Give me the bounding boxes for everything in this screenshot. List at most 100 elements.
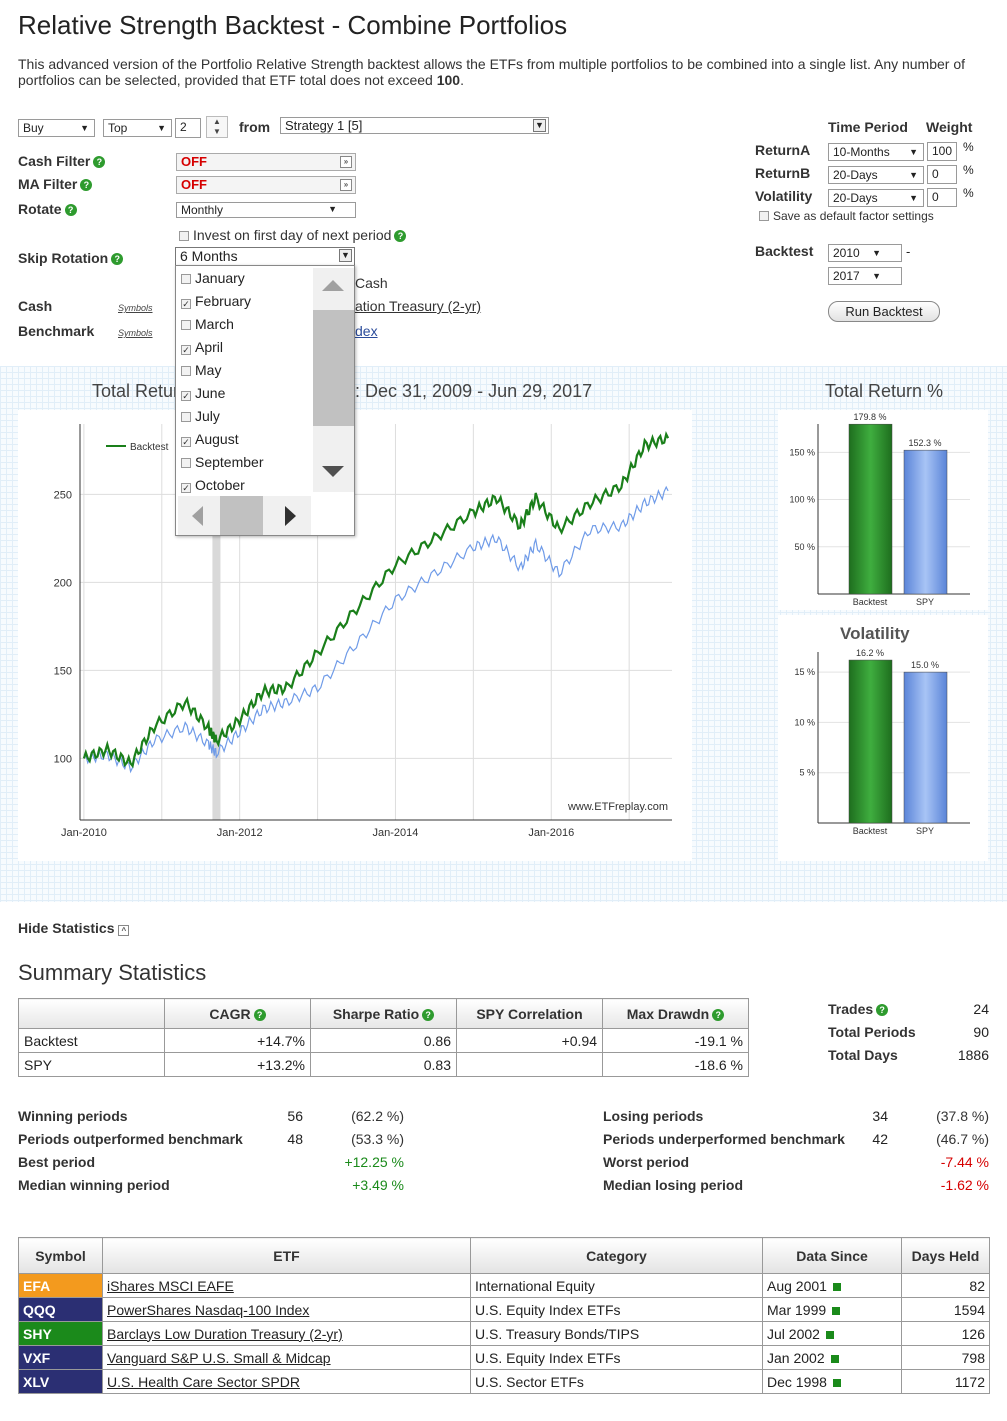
help-icon[interactable]: ?: [93, 156, 106, 168]
portfolio-select[interactable]: Strategy 1 [5] ▼: [280, 117, 549, 134]
etf-link[interactable]: Barclays Low Duration Treasury (2-yr): [107, 1325, 343, 1342]
month-option[interactable]: ✓ June: [181, 385, 226, 401]
skip-rotation-dropdown[interactable]: January ✓ February March ✓ April May ✓ June July ✓…: [175, 265, 355, 536]
table-cell: +13.2%: [164, 1052, 311, 1077]
checkbox-icon[interactable]: [181, 320, 191, 330]
scroll-up-icon[interactable]: [322, 280, 344, 291]
benchmark-link[interactable]: dex: [355, 323, 378, 339]
table-row: QQQ PowerShares Nasdaq-100 Index U.S. Equi…: [18, 1297, 990, 1322]
data-since-cell: Dec 1998: [762, 1369, 902, 1394]
period-stat-pct: -7.44 %: [940, 1154, 989, 1170]
table-cell: -19.1 %: [602, 1028, 749, 1053]
skip-rotation-label: Skip Rotation?: [18, 250, 124, 266]
checkbox-icon[interactable]: [181, 458, 191, 468]
checkbox-checked-icon[interactable]: ✓: [181, 483, 191, 493]
main-chart-title-left: Total Retur: [92, 381, 180, 401]
save-default-checkbox[interactable]: Save as default factor settings: [759, 209, 934, 223]
collapse-icon[interactable]: ^: [118, 925, 130, 936]
checkbox-checked-icon[interactable]: ✓: [181, 345, 191, 355]
checkbox-icon[interactable]: [181, 366, 191, 376]
run-backtest-button[interactable]: Run Backtest: [828, 301, 940, 322]
month-option[interactable]: ✓ February: [181, 293, 252, 309]
table-cell: Backtest: [18, 1028, 165, 1053]
help-icon[interactable]: ?: [64, 204, 77, 216]
cash-symbols-link[interactable]: Symbols: [118, 303, 153, 313]
factor-weight-input[interactable]: 0: [927, 188, 957, 207]
month-option[interactable]: March: [181, 316, 234, 332]
hide-statistics-toggle[interactable]: Hide Statistics ^: [18, 920, 130, 936]
help-icon[interactable]: ?: [253, 1008, 266, 1021]
checkbox-checked-icon[interactable]: ✓: [181, 437, 191, 447]
invest-first-day-checkbox[interactable]: Invest on first day of next period?: [179, 227, 407, 243]
scroll-left-icon[interactable]: [192, 506, 203, 526]
ma-filter-toggle[interactable]: OFF»: [176, 176, 356, 194]
etf-link[interactable]: PowerShares Nasdaq-100 Index: [107, 1301, 310, 1318]
etf-name-cell: U.S. Health Care Sector SPDR: [102, 1369, 471, 1394]
period-stat-count: 56: [287, 1108, 303, 1124]
factor-label: ReturnA: [755, 142, 811, 158]
scroll-down-icon[interactable]: [322, 466, 344, 477]
horizontal-scrollbar-thumb[interactable]: [220, 496, 263, 535]
table-cell: [456, 1052, 603, 1077]
end-year-select[interactable]: 2017 ▼: [828, 267, 902, 285]
y-tick-label: 5 %: [799, 768, 815, 778]
volatility-bar-chart: 5 % 10 % 15 % 16.2 % Backtest 15.0 % SPY Volat…: [778, 615, 988, 861]
data-label: 179.8 %: [853, 412, 886, 422]
summary-table: CAGR? Sharpe Ratio? SPY Correlation Max Dra…: [18, 998, 749, 1077]
top-select[interactable]: Top ▼: [103, 119, 172, 137]
help-icon[interactable]: ?: [422, 1008, 435, 1021]
checkbox-icon[interactable]: [181, 274, 191, 284]
help-icon[interactable]: ?: [80, 179, 93, 191]
skip-rotation-select[interactable]: 6 Months ▼: [175, 247, 355, 266]
factor-weight-input[interactable]: 0: [927, 165, 957, 184]
etf-link[interactable]: Vanguard S&P U.S. Small & Midcap: [107, 1349, 331, 1366]
symbol-badge: VXF: [18, 1345, 103, 1370]
table-row: Backtest +14.7% 0.86 +0.94 -19.1 %: [18, 1028, 749, 1053]
month-option[interactable]: ✓ October: [181, 477, 245, 493]
month-option[interactable]: ✓ April: [181, 339, 224, 355]
column-header: SPY Correlation: [456, 998, 603, 1029]
y-tick-label: 10 %: [794, 717, 815, 727]
month-option[interactable]: July: [181, 408, 220, 424]
start-year-select[interactable]: 2010 ▼: [828, 244, 902, 262]
rotate-select[interactable]: Monthly ▼: [176, 202, 356, 218]
benchmark-symbols-link[interactable]: Symbols: [118, 328, 153, 338]
month-option[interactable]: January: [181, 270, 245, 286]
scroll-right-icon[interactable]: [285, 506, 296, 526]
factor-period-select[interactable]: 20-Days ▼: [828, 166, 924, 184]
cash-filter-toggle[interactable]: OFF»: [176, 153, 356, 171]
data-since-cell: Aug 2001: [762, 1273, 902, 1298]
checkbox-checked-icon[interactable]: ✓: [181, 299, 191, 309]
period-stat-count: 34: [872, 1108, 888, 1124]
etf-table: Symbol ETF Category Data Since Days Held EFA…: [18, 1237, 990, 1394]
table-cell: 0.83: [310, 1052, 457, 1077]
cash-etf-link[interactable]: ation Treasury (2-yr): [355, 298, 482, 314]
checkbox-icon[interactable]: [181, 412, 191, 422]
factor-period-select[interactable]: 20-Days ▼: [828, 189, 924, 207]
factor-period-select[interactable]: 10-Months ▼: [828, 143, 924, 161]
etf-name-cell: PowerShares Nasdaq-100 Index: [102, 1297, 471, 1322]
rotate-label: Rotate?: [18, 201, 77, 217]
etf-link[interactable]: iShares MSCI EAFE: [107, 1277, 234, 1294]
help-icon[interactable]: ?: [111, 253, 124, 265]
trades-value: 24: [973, 1001, 989, 1017]
etf-link[interactable]: U.S. Health Care Sector SPDR: [107, 1373, 300, 1390]
count-spinner[interactable]: ▲ ▼: [206, 116, 228, 138]
table-cell: SPY: [18, 1052, 165, 1077]
month-option[interactable]: September: [181, 454, 263, 470]
month-option[interactable]: ✓ August: [181, 431, 239, 447]
vertical-scrollbar-thumb[interactable]: [313, 310, 354, 426]
buy-select[interactable]: Buy ▼: [18, 119, 95, 137]
help-icon[interactable]: ?: [394, 230, 407, 242]
month-option[interactable]: May: [181, 362, 221, 378]
column-header: CAGR?: [164, 998, 311, 1029]
y-tick-label: 150 %: [789, 447, 815, 457]
column-header: Data Since: [762, 1237, 902, 1274]
etf-name-cell: iShares MSCI EAFE: [102, 1273, 471, 1298]
etf-name-cell: Vanguard S&P U.S. Small & Midcap: [102, 1345, 471, 1370]
column-header: Days Held: [901, 1237, 990, 1274]
count-input[interactable]: 2: [175, 118, 201, 138]
help-icon[interactable]: ?: [712, 1008, 725, 1021]
factor-weight-input[interactable]: 100: [927, 142, 957, 161]
checkbox-checked-icon[interactable]: ✓: [181, 391, 191, 401]
